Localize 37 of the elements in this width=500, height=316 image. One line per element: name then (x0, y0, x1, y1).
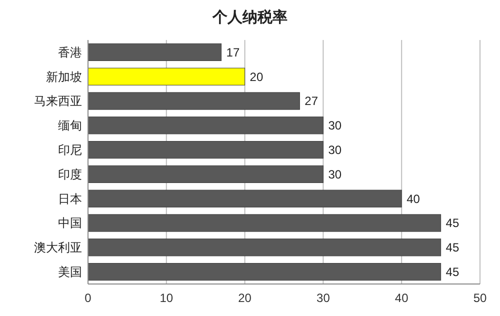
y-tick-label: 中国 (58, 216, 82, 230)
bar (88, 214, 442, 232)
x-tick-label: 0 (84, 291, 92, 305)
data-label: 20 (250, 70, 264, 84)
data-label: 30 (328, 167, 342, 182)
x-tick-label: 10 (160, 291, 174, 305)
data-label: 45 (446, 265, 460, 279)
y-tick-label: 马来西亚 (34, 94, 82, 108)
y-tick-label: 印尼 (58, 143, 82, 157)
data-label: 17 (226, 45, 240, 60)
y-tick-label: 澳大利亚 (34, 240, 82, 255)
data-label: 27 (304, 94, 318, 108)
bar (88, 165, 324, 183)
bar (88, 92, 300, 110)
bar (88, 43, 222, 61)
data-label: 40 (406, 192, 420, 206)
y-tick-label: 日本 (58, 192, 82, 206)
y-tick-label: 美国 (58, 265, 82, 279)
bar (88, 141, 324, 159)
bar (88, 238, 442, 256)
x-tick-label: 40 (394, 291, 409, 305)
bar (88, 116, 324, 134)
y-tick-label: 印度 (58, 167, 82, 182)
x-tick-label: 50 (473, 291, 487, 305)
y-tick-label: 缅甸 (58, 118, 82, 133)
x-tick-label: 30 (316, 291, 330, 305)
y-tick-label: 香港 (58, 45, 82, 60)
data-label: 30 (328, 118, 342, 133)
bar (88, 263, 442, 281)
data-label: 45 (446, 216, 460, 230)
data-label: 45 (446, 240, 460, 255)
data-label: 30 (328, 143, 342, 157)
x-tick-label: 20 (238, 291, 252, 305)
y-tick-label: 新加坡 (46, 70, 82, 84)
bar (88, 190, 402, 208)
chart-title: 个人纳税率 (212, 8, 288, 26)
bar (88, 68, 246, 86)
